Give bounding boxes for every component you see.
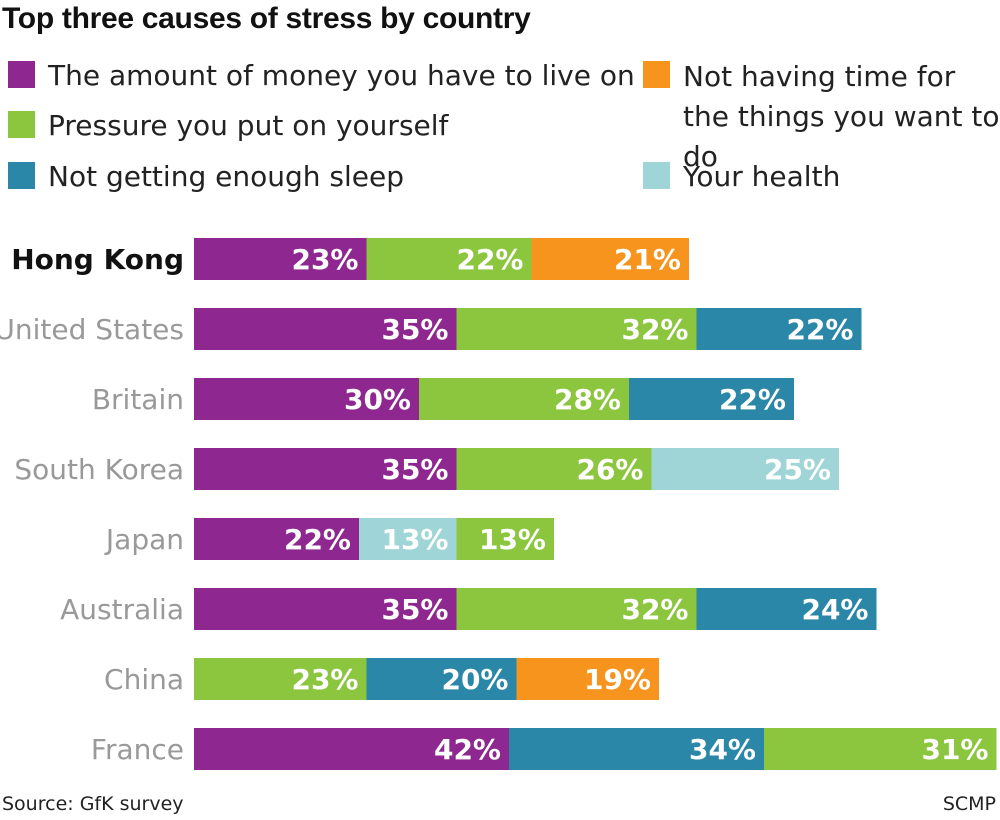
data-label: 20% <box>441 663 508 696</box>
bar-row: China 23% 20% 19% <box>104 658 659 700</box>
data-label: 34% <box>689 733 756 766</box>
data-label: 32% <box>621 313 688 346</box>
bar-segment-pressure <box>456 588 697 630</box>
bar-segment-sleep <box>366 658 517 700</box>
country-label: United States <box>0 313 184 346</box>
bar-row: Hong Kong 23% 22% 21% <box>11 238 689 280</box>
bar-segment-pressure <box>419 378 629 420</box>
data-label: 23% <box>291 663 358 696</box>
data-label: 22% <box>786 313 853 346</box>
bar-row: Japan 22% 13% 13% <box>104 518 554 560</box>
country-label: Britain <box>92 383 184 416</box>
legend-swatch-pressure <box>8 111 35 138</box>
bar-row: Britain 30% 28% 22% <box>92 378 794 420</box>
data-label: 21% <box>614 243 681 276</box>
legend-swatch-money <box>8 61 35 88</box>
country-label: Hong Kong <box>11 243 184 276</box>
legend-swatch-sleep <box>8 162 35 189</box>
bar-segment-pressure <box>456 448 652 490</box>
legend-item-sleep: Not getting enough sleep <box>8 158 404 196</box>
legend-item-time: Not having time for the things you want … <box>643 57 1000 177</box>
data-label: 22% <box>456 243 523 276</box>
data-label: 42% <box>434 733 501 766</box>
bar-segment-money <box>194 308 457 350</box>
bar-segment-money <box>194 728 509 770</box>
data-label: 22% <box>284 523 351 556</box>
data-label: 31% <box>921 733 988 766</box>
legend-item-pressure: Pressure you put on yourself <box>8 107 448 145</box>
legend-swatch-time <box>643 61 670 88</box>
country-label: China <box>104 663 184 696</box>
source-note: Source: GfK survey <box>2 793 184 815</box>
bar-segment-pressure <box>366 238 532 280</box>
data-label: 13% <box>381 523 448 556</box>
bar-segment-money <box>194 378 419 420</box>
bar-segment-pressure <box>456 308 697 350</box>
bar-segment-sleep <box>696 308 862 350</box>
bar-segment-money <box>194 238 367 280</box>
data-label: 23% <box>291 243 358 276</box>
legend-swatch-health <box>643 162 670 189</box>
bar-segment-pressure <box>456 518 554 560</box>
country-label: Australia <box>60 593 184 626</box>
bar-segment-pressure <box>194 658 367 700</box>
bar-segment-health <box>651 448 839 490</box>
bar-row: United States 35% 32% 22% <box>0 308 862 350</box>
bar-row: South Korea 35% 26% 25% <box>14 448 839 490</box>
data-label: 35% <box>381 593 448 626</box>
country-label: Japan <box>104 523 184 556</box>
bar-row: Australia 35% 32% 24% <box>60 588 877 630</box>
country-label: France <box>91 733 184 766</box>
bar-segment-sleep <box>696 588 877 630</box>
data-label: 13% <box>479 523 546 556</box>
bar-segment-money <box>194 588 457 630</box>
legend-label-sleep: Not getting enough sleep <box>48 160 404 193</box>
bar-segment-time <box>531 238 689 280</box>
data-label: 28% <box>554 383 621 416</box>
bar-segment-money <box>194 448 457 490</box>
bar-segment-money <box>194 518 359 560</box>
bar-segment-time <box>516 658 659 700</box>
bar-segment-health <box>359 518 457 560</box>
legend-item-money: The amount of money you have to live on <box>8 57 635 95</box>
country-label: South Korea <box>14 453 184 486</box>
data-label: 35% <box>381 453 448 486</box>
data-label: 24% <box>801 593 868 626</box>
legend-item-health: Your health <box>643 158 840 196</box>
bar-segment-sleep <box>509 728 764 770</box>
legend-label-time: Not having time for the things you want … <box>683 60 1000 173</box>
data-label: 22% <box>719 383 786 416</box>
legend-label-money: The amount of money you have to live on <box>48 59 635 92</box>
data-label: 19% <box>584 663 651 696</box>
bar-segment-pressure <box>764 728 997 770</box>
bar-segment-sleep <box>629 378 794 420</box>
chart-title: Top three causes of stress by country <box>2 2 531 35</box>
legend-label-pressure: Pressure you put on yourself <box>48 109 449 142</box>
legend-label-health: Your health <box>683 160 841 193</box>
data-label: 25% <box>764 453 831 486</box>
bar-row: France 42% 34% 31% <box>91 728 997 770</box>
data-label: 32% <box>621 593 688 626</box>
data-label: 30% <box>344 383 411 416</box>
data-label: 35% <box>381 313 448 346</box>
data-label: 26% <box>576 453 643 486</box>
credit-note: SCMP <box>942 793 996 815</box>
